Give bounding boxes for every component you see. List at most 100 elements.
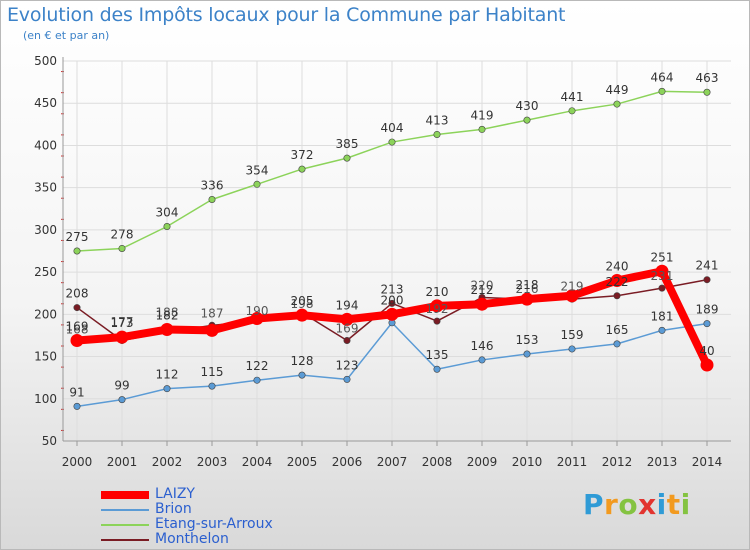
data-point-laizy [655,264,669,278]
data-label-brion: 135 [426,348,449,362]
data-label-etang-sur-arroux: 463 [696,71,719,85]
data-point-brion [298,371,306,379]
legend-label-brion: Brion [155,501,192,517]
data-point-brion [73,402,81,410]
legend-label-etang: Etang-sur-Arroux [155,516,273,532]
ghost-data-label: 219 [561,279,584,293]
data-label-brion: 165 [606,323,629,337]
data-label-etang-sur-arroux: 413 [426,113,449,127]
legend-swatch-laizy [101,491,149,499]
data-point-laizy [430,299,444,313]
data-label-monthelon: 213 [381,282,404,296]
data-point-brion [433,365,441,373]
x-tick-label: 2002 [152,455,183,469]
data-label-laizy: 200 [381,293,404,307]
data-label-monthelon: 241 [696,259,719,273]
data-label-brion: 115 [201,365,224,379]
ghost-data-label: 190 [246,304,269,318]
ghost-data-label: 169 [336,322,359,336]
data-point-laizy [565,289,579,303]
data-label-etang-sur-arroux: 278 [111,227,134,241]
data-point-etang-sur-arroux [613,100,621,108]
data-label-laizy: 210 [426,285,449,299]
ghost-data-label: 192 [426,302,449,316]
data-label-brion: 128 [291,354,314,368]
x-tick-label: 2014 [692,455,723,469]
data-label-laizy: 251 [651,250,674,264]
x-tick-label: 2010 [512,455,543,469]
x-tick-label: 2008 [422,455,453,469]
chart-subtitle: (en € et par an) [23,29,110,42]
ghost-data-label: 231 [651,269,674,283]
data-label-laizy: 205 [291,294,314,308]
ghost-data-label: 220 [471,278,494,292]
data-point-monthelon [703,276,711,284]
data-point-monthelon [433,317,441,325]
data-point-laizy [520,292,534,306]
legend-swatch-etang [101,524,149,526]
logo-letter: t [666,488,681,521]
data-point-etang-sur-arroux [478,125,486,133]
data-label-laizy: 194 [336,298,359,312]
y-tick-label: 200 [34,307,57,321]
data-point-brion [703,320,711,328]
series-layer [70,87,714,410]
ghost-data-label: 188 [156,305,179,319]
data-point-monthelon [343,337,351,345]
y-tick-label: 150 [34,350,57,364]
logo-letter: i [680,488,691,521]
y-tick-label: 450 [34,96,57,110]
grid-layer [63,60,731,442]
y-tick-label: 250 [34,265,57,279]
data-point-laizy [70,334,84,348]
x-tick-label: 2006 [332,455,363,469]
data-label-laizy: 240 [606,260,629,274]
data-label-etang-sur-arroux: 372 [291,148,314,162]
logo-letter: r [604,488,619,521]
data-point-laizy [385,307,399,321]
x-tick-label: 2003 [197,455,228,469]
x-tick-label: 2000 [62,455,93,469]
legend-label-laizy: LAIZY [155,486,195,502]
data-label-etang-sur-arroux: 275 [66,230,89,244]
data-label-laizy: 218 [516,278,539,292]
ghost-data-label: 198 [291,297,314,311]
data-point-brion [343,375,351,383]
x-tick-label: 2013 [647,455,678,469]
data-label-brion: 99 [114,379,129,393]
logo-letter: i [656,488,667,521]
data-point-monthelon [73,304,81,312]
data-label-brion: 181 [651,309,674,323]
x-tick-label: 2004 [242,455,273,469]
data-label-etang-sur-arroux: 430 [516,99,539,113]
data-point-laizy [160,323,174,337]
data-point-etang-sur-arroux [433,130,441,138]
proxiti-logo[interactable]: Proxiti [583,488,691,521]
ghost-data-label: 187 [201,306,224,320]
logo-letter: x [638,488,657,521]
data-point-etang-sur-arroux [253,180,261,188]
ghost-data-label: 177 [111,315,134,329]
data-point-etang-sur-arroux [298,165,306,173]
y-tick-label: 50 [42,434,57,448]
data-label-etang-sur-arroux: 449 [606,83,629,97]
x-tick-label: 2007 [377,455,408,469]
y-tick-label: 350 [34,181,57,195]
logo-letter: o [618,488,639,521]
y-tick-label: 400 [34,138,57,152]
data-point-brion [658,326,666,334]
logo-letter: P [583,488,605,521]
data-label-brion: 146 [471,339,494,353]
axis-layer: 50 100 150 200 250 300 350 400 450 500 2000 2001 200… [34,54,731,469]
data-point-brion [163,385,171,393]
data-label-brion: 189 [696,303,719,317]
data-label-etang-sur-arroux: 304 [156,206,179,220]
data-point-laizy [700,358,714,372]
data-point-brion [523,350,531,358]
data-point-etang-sur-arroux [343,154,351,162]
data-label-etang-sur-arroux: 354 [246,163,269,177]
data-point-monthelon [388,299,396,307]
data-label-laizy: 40 [699,344,714,358]
data-point-etang-sur-arroux [118,244,126,252]
